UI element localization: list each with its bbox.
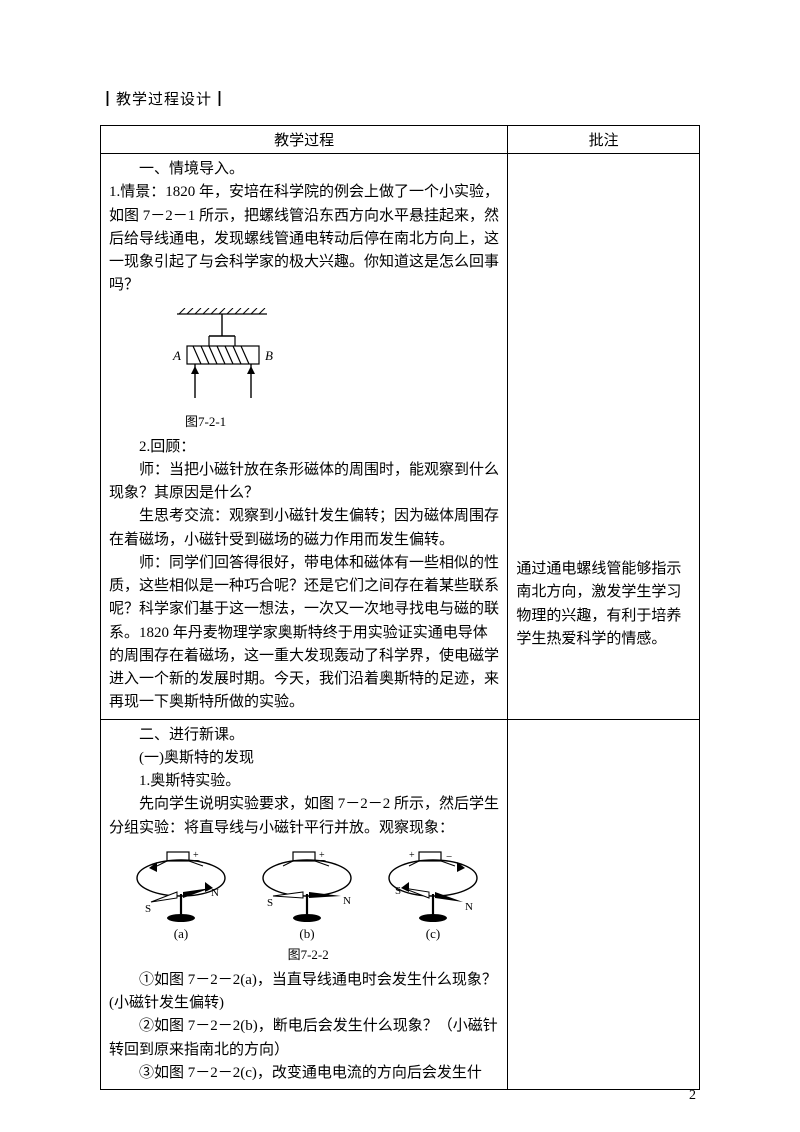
r2-p1: 二、进行新课。 (109, 724, 499, 747)
row1-right: 通过通电螺线管能够指示南北方向，激发学生学习物理的兴趣，有利于培养学生热爱科学的… (508, 154, 700, 720)
figure-7-2-1: A B 图7-2-1 (139, 308, 499, 430)
oersted-a-svg: +− S N (127, 848, 235, 926)
r2-p6: ②如图 7－2－2(b)，断电后会发生什么现象？（小磁针转回到原来指南北的方向） (109, 1015, 499, 1062)
r1-p2: 2.回顾： (109, 436, 499, 459)
svg-text:N: N (343, 895, 351, 907)
label-b: B (265, 348, 273, 363)
row1-left: 一、情境导入。 1.情景：1820 年，安培在科学院的例会上做了一个小实验，如图… (101, 154, 508, 720)
oersted-c-svg: +− S N (379, 848, 487, 926)
r1-right-p1: 通过通电螺线管能够指示南北方向，激发学生学习物理的兴趣，有利于培养学生热爱科学的… (516, 558, 691, 651)
fig2-label-b: (b) (299, 926, 314, 942)
fig1-caption: 图7-2-1 (185, 411, 499, 430)
header-right: 批注 (508, 126, 700, 154)
r1-p1: 1.情景：1820 年，安培在科学院的例会上做了一个小实验，如图 7－2－1 所… (109, 181, 499, 297)
fig2-caption: 图7-2-2 (117, 944, 499, 963)
r2-p3: 1.奥斯特实验。 (109, 770, 499, 793)
r2-p2: (一)奥斯特的发现 (109, 747, 499, 770)
r1-h1: 一、情境导入。 (109, 158, 499, 181)
row2-left: 二、进行新课。 (一)奥斯特的发现 1.奥斯特实验。 先向学生说明实验要求，如图… (101, 719, 508, 1090)
experiment-solenoid-svg: A B (139, 308, 299, 402)
svg-text:N: N (465, 901, 473, 913)
svg-text:S: S (395, 885, 401, 897)
page-number: 2 (689, 1088, 696, 1104)
r2-p5: ①如图 7－2－2(a)，当直导线通电时会发生什么现象？(小磁针发生偏转) (109, 969, 499, 1016)
figure-7-2-2: +− S N (a) (127, 848, 499, 942)
row2-right (508, 719, 700, 1090)
fig2-label-c: (c) (426, 926, 440, 942)
header-left: 教学过程 (101, 126, 508, 154)
oersted-b-svg: +− S N (253, 848, 361, 926)
section-title: ┃教学过程设计┃ (100, 88, 700, 109)
r1-p5: 师：同学们回答得很好，带电体和磁体有一些相似的性质，这些相似是一种巧合呢？还是它… (109, 552, 499, 715)
fig2-label-a: (a) (174, 926, 188, 942)
label-a: A (172, 348, 181, 363)
r2-p7: ③如图 7－2－2(c)，改变通电电流的方向后会发生什 (109, 1062, 499, 1085)
svg-text:+: + (409, 850, 415, 861)
r1-p4: 生思考交流：观察到小磁针发生偏转；因为磁体周围存在着磁场，小磁针受到磁场的磁力作… (109, 505, 499, 552)
svg-text:S: S (145, 903, 151, 915)
svg-text:S: S (267, 897, 273, 909)
r2-p4: 先向学生说明实验要求，如图 7－2－2 所示，然后学生分组实验：将直导线与小磁针… (109, 793, 499, 840)
svg-text:N: N (211, 887, 219, 899)
r1-p3: 师：当把小磁针放在条形磁体的周围时，能观察到什么现象？其原因是什么？ (109, 459, 499, 506)
lesson-table: 教学过程 批注 一、情境导入。 1.情景：1820 年，安培在科学院的例会上做了… (100, 125, 700, 1090)
